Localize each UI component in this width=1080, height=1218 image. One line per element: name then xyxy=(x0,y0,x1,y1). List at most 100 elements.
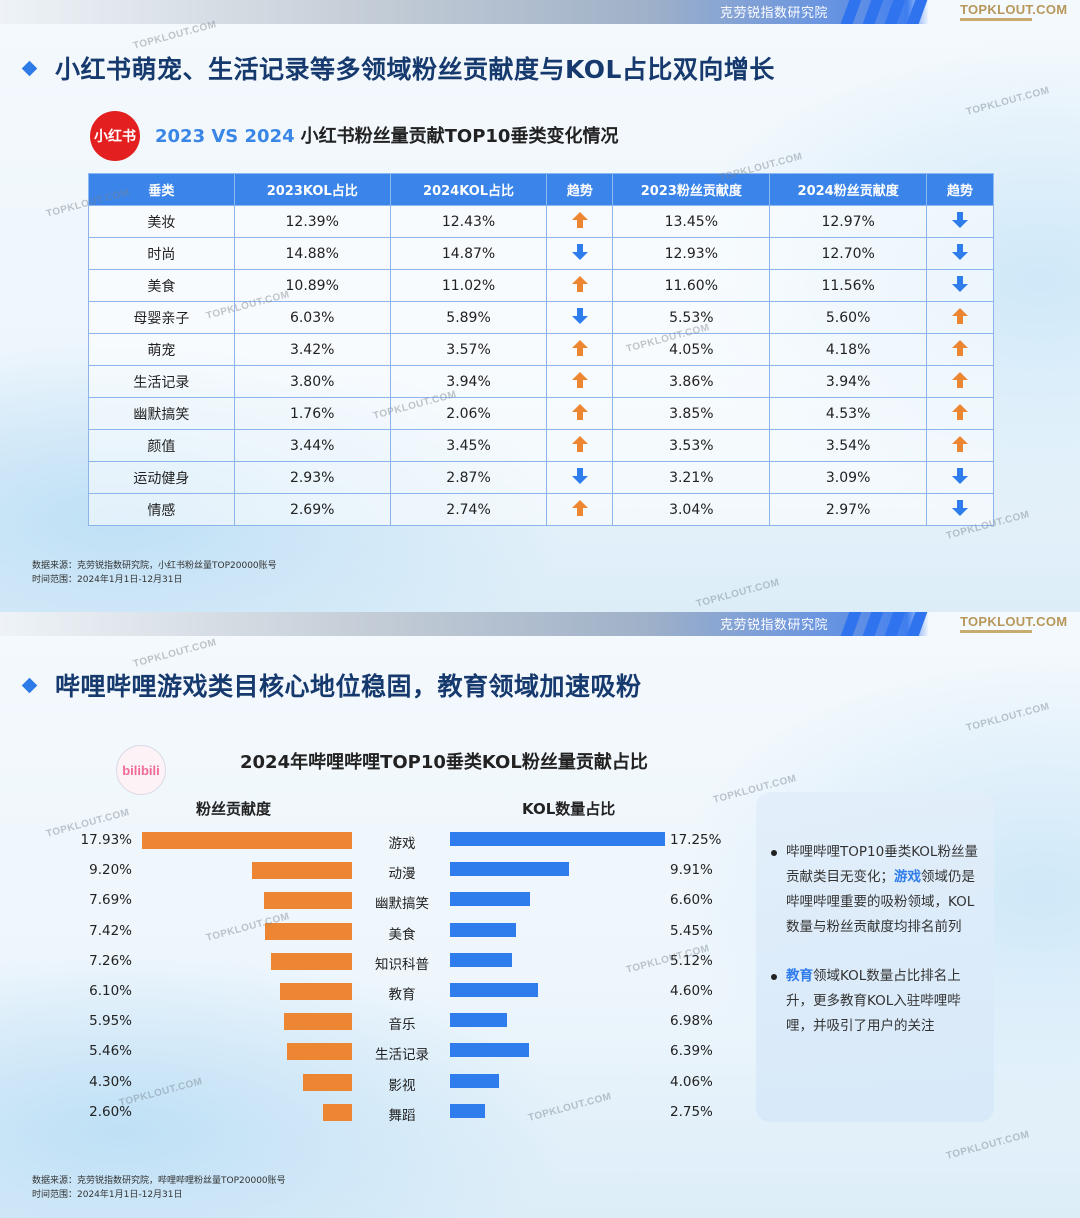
kol-bar xyxy=(450,832,665,846)
cell-category: 美妆 xyxy=(88,205,235,238)
col-header-category: 垂类 xyxy=(88,173,235,206)
insight-keyword: 教育 xyxy=(786,968,813,984)
cell-kol-2024: 3.45% xyxy=(389,429,548,462)
bar-row: 2.60% 舞蹈 2.75% xyxy=(0,1103,740,1124)
brand-underline xyxy=(960,18,1032,21)
cell-kol-2023: 3.42% xyxy=(233,333,391,366)
category-label: 游戏 xyxy=(388,836,416,852)
source-note: 数据来源：克劳锐指数研究院，哔哩哔哩粉丝量TOP20000账号 时间范围：202… xyxy=(32,1174,286,1202)
cell-kol-trend xyxy=(546,429,614,462)
cell-kol-2023: 10.89% xyxy=(233,269,391,302)
cell-category: 生活记录 xyxy=(88,365,235,398)
kol-bar xyxy=(450,922,516,937)
source-note: 数据来源：克劳锐指数研究院，小红书粉丝量TOP20000账号 时间范围：2024… xyxy=(32,559,277,587)
time-range: 时间范围：2024年1月1日-12月31日 xyxy=(32,575,183,585)
page-title-row: 小红书萌宠、生活记录等多领域粉丝贡献度与KOL占比双向增长 xyxy=(21,50,775,86)
slide-bilibili: 克劳锐指数研究院 TOPKLOUT.COM 哔哩哔哩游戏类目核心地位稳固，教育领… xyxy=(0,612,1080,1218)
diamond-bullet-icon xyxy=(21,677,38,693)
table-row: 运动健身 2.93% 2.87% 3.21% 3.09% xyxy=(88,461,994,494)
kol-value-label: 2.75% xyxy=(670,1103,713,1120)
bar-row: 7.69% 幽默搞笑 6.60% xyxy=(0,892,740,912)
cell-fans-2023: 4.05% xyxy=(612,333,771,366)
left-series-header: 粉丝贡献度 xyxy=(196,800,272,818)
table-header-row: 垂类 2023KOL占比 2024KOL占比 趋势 2023粉丝贡献度 2024… xyxy=(88,173,994,206)
institute-name: 克劳锐指数研究院 xyxy=(720,618,829,633)
cell-category: 萌宠 xyxy=(88,333,235,366)
cell-category: 情感 xyxy=(88,493,235,526)
table-row: 情感 2.69% 2.74% 3.04% 2.97% xyxy=(88,493,994,526)
cell-category: 母婴亲子 xyxy=(88,301,235,334)
cell-kol-2024: 14.87% xyxy=(389,237,548,270)
cell-kol-trend xyxy=(546,397,614,430)
fans-value-label: 9.20% xyxy=(89,862,132,879)
cell-fans-2024: 12.70% xyxy=(769,237,928,270)
kol-value-label: 17.25% xyxy=(670,832,722,848)
col-header-fans-2024: 2024粉丝贡献度 xyxy=(769,173,928,206)
cell-kol-2023: 14.88% xyxy=(233,237,391,270)
kol-bar xyxy=(450,983,538,997)
category-label: 动漫 xyxy=(388,866,416,883)
cell-fans-2023: 3.04% xyxy=(612,493,771,526)
trend-up-arrow-icon xyxy=(571,499,589,517)
cell-kol-2024: 2.06% xyxy=(389,397,548,430)
trend-down-arrow-icon xyxy=(951,499,969,517)
category-label: 影视 xyxy=(388,1077,416,1094)
cell-fans-trend xyxy=(926,397,994,430)
bar-row: 5.46% 生活记录 6.39% xyxy=(0,1043,740,1064)
kol-bar xyxy=(450,1043,529,1058)
insight-list: 哔哩哔哩TOP10垂类KOL粉丝量贡献类目无变化；游戏领域仍是哔哩哔哩重要的吸粉… xyxy=(770,840,978,1039)
cell-fans-trend xyxy=(926,365,994,398)
time-range: 时间范围：2024年1月1日-12月31日 xyxy=(32,1190,183,1200)
cell-kol-2023: 6.03% xyxy=(233,301,391,334)
cell-kol-trend xyxy=(546,205,614,238)
bar-row: 7.42% 美食 5.45% xyxy=(0,922,740,943)
table-row: 颜值 3.44% 3.45% 3.53% 3.54% xyxy=(88,429,994,462)
kol-value-label: 6.98% xyxy=(670,1013,713,1030)
bar-row: 4.30% 影视 4.06% xyxy=(0,1073,740,1094)
category-label: 生活记录 xyxy=(375,1047,429,1064)
cell-kol-trend xyxy=(546,365,614,398)
kol-bar xyxy=(450,862,569,877)
watermark: TOPKLOUT.COM xyxy=(132,637,218,670)
cell-kol-2023: 2.69% xyxy=(233,493,391,526)
category-label: 舞蹈 xyxy=(388,1107,416,1124)
cell-kol-trend xyxy=(546,333,614,366)
fans-bar xyxy=(284,1013,352,1031)
cell-category: 美食 xyxy=(88,269,235,302)
data-source: 数据来源：克劳锐指数研究院，哔哩哔哩粉丝量TOP20000账号 xyxy=(32,1176,286,1186)
table-row: 时尚 14.88% 14.87% 12.93% 12.70% xyxy=(88,237,994,270)
table-row: 幽默搞笑 1.76% 2.06% 3.85% 4.53% xyxy=(88,397,994,430)
trend-up-arrow-icon xyxy=(571,371,589,389)
cell-kol-2024: 3.94% xyxy=(389,365,548,398)
fans-value-label: 5.46% xyxy=(89,1043,132,1060)
fans-bar xyxy=(280,983,352,1000)
table-title-highlight: 2023 VS 2024 xyxy=(155,126,295,147)
cell-fans-trend xyxy=(926,301,994,334)
category-label: 音乐 xyxy=(388,1017,416,1034)
cell-kol-2024: 2.87% xyxy=(389,461,548,494)
brand-logo: TOPKLOUT.COM xyxy=(960,614,1068,629)
cell-fans-2023: 5.53% xyxy=(612,301,771,334)
kol-bar xyxy=(450,1073,499,1088)
trend-down-arrow-icon xyxy=(951,275,969,293)
cell-fans-2023: 11.60% xyxy=(612,269,771,302)
cell-category: 颜值 xyxy=(88,429,235,462)
cell-fans-trend xyxy=(926,429,994,462)
header-stripes-decoration xyxy=(840,612,935,636)
cell-fans-trend xyxy=(926,333,994,366)
kol-value-label: 4.06% xyxy=(670,1073,713,1090)
insight-text: 领域KOL数量占比排名上升，更多教育KOL入驻哔哩哔哩，并吸引了用户的关注 xyxy=(786,968,961,1034)
trend-down-arrow-icon xyxy=(951,467,969,485)
cell-fans-trend xyxy=(926,493,994,526)
trend-down-arrow-icon xyxy=(951,243,969,261)
fans-value-label: 7.26% xyxy=(89,952,132,969)
bar-row: 9.20% 动漫 9.91% xyxy=(0,862,740,883)
cell-fans-trend xyxy=(926,205,994,238)
table-row: 美妆 12.39% 12.43% 13.45% 12.97% xyxy=(88,205,994,238)
kol-value-label: 5.45% xyxy=(670,922,713,939)
cell-kol-2024: 11.02% xyxy=(389,269,548,302)
trend-down-arrow-icon xyxy=(571,243,589,261)
cell-fans-trend xyxy=(926,269,994,302)
bar-row: 7.26% 知识科普 5.12% xyxy=(0,952,740,973)
kol-value-label: 4.60% xyxy=(670,983,713,999)
